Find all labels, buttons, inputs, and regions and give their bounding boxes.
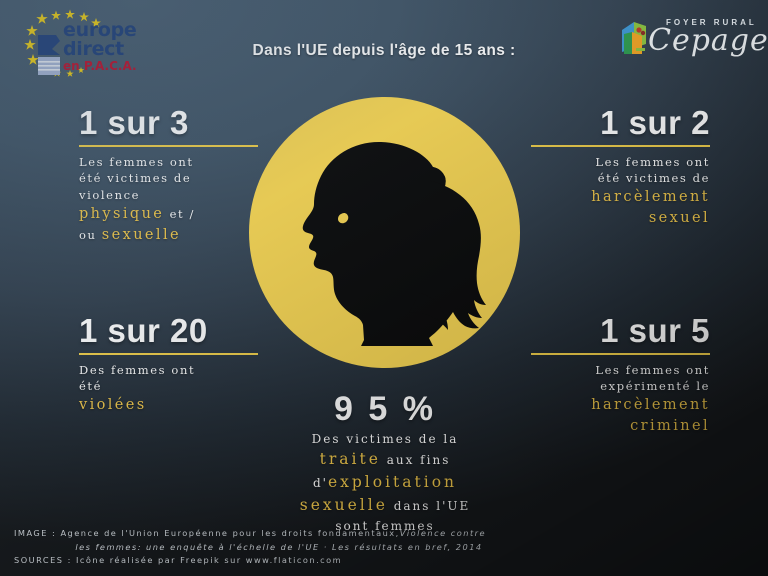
stat-bottom-right-rule [531,352,710,355]
text-part-highlight: traite [319,449,381,468]
stat-bottom-left-rule [79,352,258,355]
stat-top-left-rule [79,144,258,147]
text-part: Les femmes ont [79,154,194,169]
text-part-highlight: physique [79,205,165,222]
foyer-rural-cepage-logo: FOYER RURAL Cepage [620,10,768,64]
text-part-highlight: harcèlement [591,188,710,205]
logo-line-direct: direct [63,38,124,60]
text-part: violence [79,187,141,202]
europe-direct-logo: europe direct en P.A.C.A. [16,9,137,79]
stat-top-right: 1 sur 2 Les femmes ont été victimes de h… [531,104,710,229]
text-part: été victimes de [597,171,710,186]
text-part-highlight: sexuel [648,210,710,226]
cepage-wordmark: Cepage [648,23,768,58]
stat-bottom-left-number: 1 sur 20 [79,312,208,349]
text-part: sont femmes [335,519,435,534]
stat-bottom-center-number: 9 5 % [334,390,436,428]
stat-bottom-left-text: Des femmes ont été violées [79,362,258,416]
text-part: aux fins [386,452,451,467]
europe-direct-wordmark: europe direct en P.A.C.A. [63,19,137,73]
stat-top-left-number: 1 sur 3 [79,104,189,141]
text-part-highlight: sexuelle [299,496,388,515]
stat-bottom-center: 9 5 % Des victimes de la traite aux fins… [254,390,516,536]
stat-bottom-left: 1 sur 20 Des femmes ont été violées [79,312,258,416]
page-title: Dans l'UE depuis l'âge de 15 ans : [252,42,516,59]
text-part-highlight: sexuelle [101,226,181,243]
stat-bottom-right-text: Les femmes ont expérimenté le harcèlemen… [531,362,710,437]
stat-top-right-rule [531,144,710,147]
text-part: et / [169,206,195,221]
stat-top-right-text: Les femmes ont été victimes de harcèleme… [531,154,710,229]
footer-sources-text: Icône réalisée par Freepik sur www.flati… [75,555,343,566]
text-part-highlight: criminel [630,418,710,434]
footer-sources-label: SOURCES : [14,555,72,566]
stat-top-right-number: 1 sur 2 [600,104,710,141]
eu-flag-block-icon [38,35,60,75]
text-part: d' [312,475,328,490]
cepage-mark-icon [622,22,646,54]
text-part-highlight: violées [79,396,147,413]
text-part-highlight: exploitation [327,472,458,491]
stat-bottom-right-number: 1 sur 5 [600,312,710,349]
text-part: dans l'UE [393,499,471,514]
text-part: Les femmes ont [595,154,710,169]
text-part: expérimenté le [600,379,710,394]
stat-top-left-text: Les femmes ont été victimes de violence … [79,154,258,246]
footer-image-label: IMAGE : [14,528,57,539]
footer-image-italic-line2: les femmes: une enquête à l'échelle de l… [75,541,483,552]
text-part: Les femmes ont [595,362,710,377]
text-part: Des victimes de la [311,431,459,446]
logo-line-paca: en P.A.C.A. [63,59,137,73]
stat-bottom-center-text: Des victimes de la traite aux fins d'exp… [254,430,516,536]
footer-sources: IMAGE : Agence de l'Union Européenne pou… [14,527,574,568]
text-part: Des femmes ont [79,362,196,377]
stat-top-left: 1 sur 3 Les femmes ont été victimes de v… [79,104,258,246]
footer-image-text: Agence de l'Union Européenne pour les dr… [60,528,400,539]
text-part-highlight: harcèlement [591,396,710,413]
woman-profile-silhouette-icon [302,142,486,346]
logo-line-europe: europe [63,19,137,41]
stat-bottom-right: 1 sur 5 Les femmes ont expérimenté le ha… [531,312,710,437]
foyer-rural-tagline: FOYER RURAL [666,18,757,27]
text-part: été victimes de [79,171,192,186]
footer-image-italic: Violence contre [399,528,487,539]
text-part: ou [79,227,97,242]
text-part: été [79,379,103,394]
